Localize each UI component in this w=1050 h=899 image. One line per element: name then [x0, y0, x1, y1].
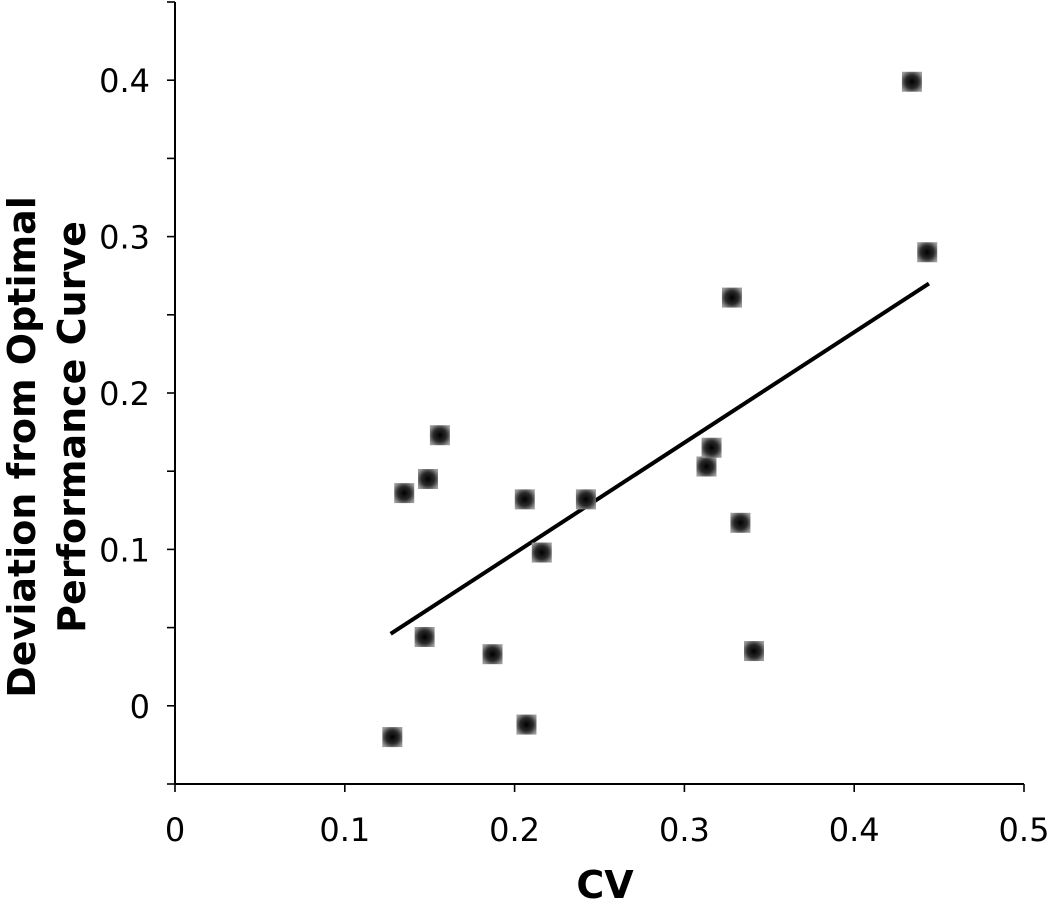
y-axis-title-line-1: Deviation from Optimal: [0, 196, 44, 698]
data-point: [730, 512, 751, 533]
x-tick-label: 0.2: [489, 811, 540, 849]
data-point: [575, 489, 596, 510]
x-tick-label: 0: [165, 811, 185, 849]
data-point: [482, 644, 503, 665]
data-point: [744, 641, 765, 662]
x-axis-title: CV: [576, 863, 634, 899]
y-axis-title-line-2: Performance Curve: [50, 221, 94, 633]
trendline-group: [389, 281, 931, 636]
data-points: [382, 71, 938, 748]
x-tick-label: 0.1: [319, 811, 370, 849]
y-tick-label: 0.3: [99, 219, 150, 257]
y-tick-label: 0.2: [99, 375, 150, 413]
data-point: [901, 71, 922, 92]
x-tick-label: 0.4: [829, 811, 880, 849]
data-point: [429, 425, 450, 446]
x-tick-label: 0.5: [999, 811, 1050, 849]
axis-labels: CV Deviation from Optimal Performance Cu…: [0, 196, 634, 899]
trend-line: [389, 281, 931, 636]
data-point: [414, 626, 435, 647]
data-point: [917, 242, 938, 263]
data-point: [516, 714, 537, 735]
y-tick-label: 0: [130, 688, 150, 726]
data-point: [701, 437, 722, 458]
data-point: [531, 542, 552, 563]
data-point: [382, 727, 403, 748]
x-tick-label: 0.3: [659, 811, 710, 849]
y-tick-label: 0.4: [99, 62, 150, 100]
data-point: [418, 469, 439, 490]
data-point: [721, 287, 742, 308]
data-point: [514, 489, 535, 510]
y-tick-label: 0.1: [99, 531, 150, 569]
data-point: [394, 483, 415, 504]
axes: 0 0.1 0.2 0.3 0.4 0.5 0 0.1 0.2 0.3 0.4: [99, 1, 1050, 849]
data-point: [696, 456, 717, 477]
